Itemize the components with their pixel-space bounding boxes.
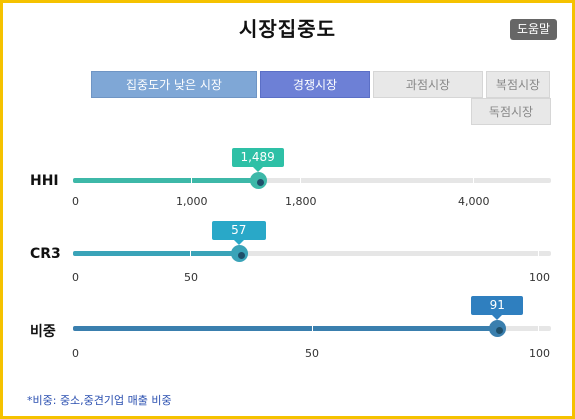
cr3-slider-handle[interactable] <box>230 245 248 262</box>
cr3-slider-fill <box>73 251 239 256</box>
help-button[interactable]: 도움말 <box>510 19 557 40</box>
hhi-value-bubble: 1,489 <box>231 148 284 172</box>
category-competitive[interactable]: 경쟁시장 <box>260 71 370 98</box>
share-label: 비중 <box>30 324 56 340</box>
slider-tick-mark <box>300 173 301 188</box>
cr3-tick-label-100: 100 <box>529 271 550 284</box>
slider-tick-mark <box>312 321 313 336</box>
slider-tick-mark <box>191 173 192 188</box>
share-tick-label-100: 100 <box>529 347 550 360</box>
share-value-bubble: 91 <box>471 296 524 320</box>
hhi-tick-label-4000: 4,000 <box>458 195 490 208</box>
hhi-tick-label-0: 0 <box>72 195 79 208</box>
category-low-concentration[interactable]: 집중도가 낮은 시장 <box>91 71 257 98</box>
slider-tick-mark <box>473 173 474 188</box>
cr3-value-bubble: 57 <box>211 221 266 245</box>
hhi-slider-fill <box>73 178 258 183</box>
hhi-value: 1,489 <box>240 150 275 164</box>
slider-tick-mark <box>538 321 539 336</box>
share-slider-handle[interactable] <box>489 320 507 337</box>
cr3-value: 57 <box>231 223 247 237</box>
share-slider-track <box>73 320 551 337</box>
share-tick-label-50: 50 <box>305 347 319 360</box>
slider-tick-mark <box>190 246 191 261</box>
cr3-tick-label-0: 0 <box>72 271 79 284</box>
cr3-label: CR3 <box>30 246 61 262</box>
page-title: 시장집중도 <box>239 17 336 41</box>
share-value: 91 <box>489 298 505 312</box>
cr3-tick-label-50: 50 <box>184 271 198 284</box>
category-duopoly[interactable]: 복점시장 <box>486 71 550 98</box>
cr3-slider-track <box>73 245 551 262</box>
hhi-tick-label-1000: 1,000 <box>176 195 208 208</box>
hhi-slider-handle[interactable] <box>249 172 267 189</box>
hhi-slider-track <box>73 172 551 189</box>
hhi-label: HHI <box>30 173 59 189</box>
hhi-tick-label-1800: 1,800 <box>285 195 317 208</box>
share-tick-label-0: 0 <box>72 347 79 360</box>
slider-tick-mark <box>538 246 539 261</box>
share-slider-fill <box>73 326 498 331</box>
category-oligopoly[interactable]: 과점시장 <box>373 71 483 98</box>
category-monopoly[interactable]: 독점시장 <box>471 98 551 125</box>
footnote: *비중: 중소,중견기업 매출 비중 <box>27 394 172 407</box>
